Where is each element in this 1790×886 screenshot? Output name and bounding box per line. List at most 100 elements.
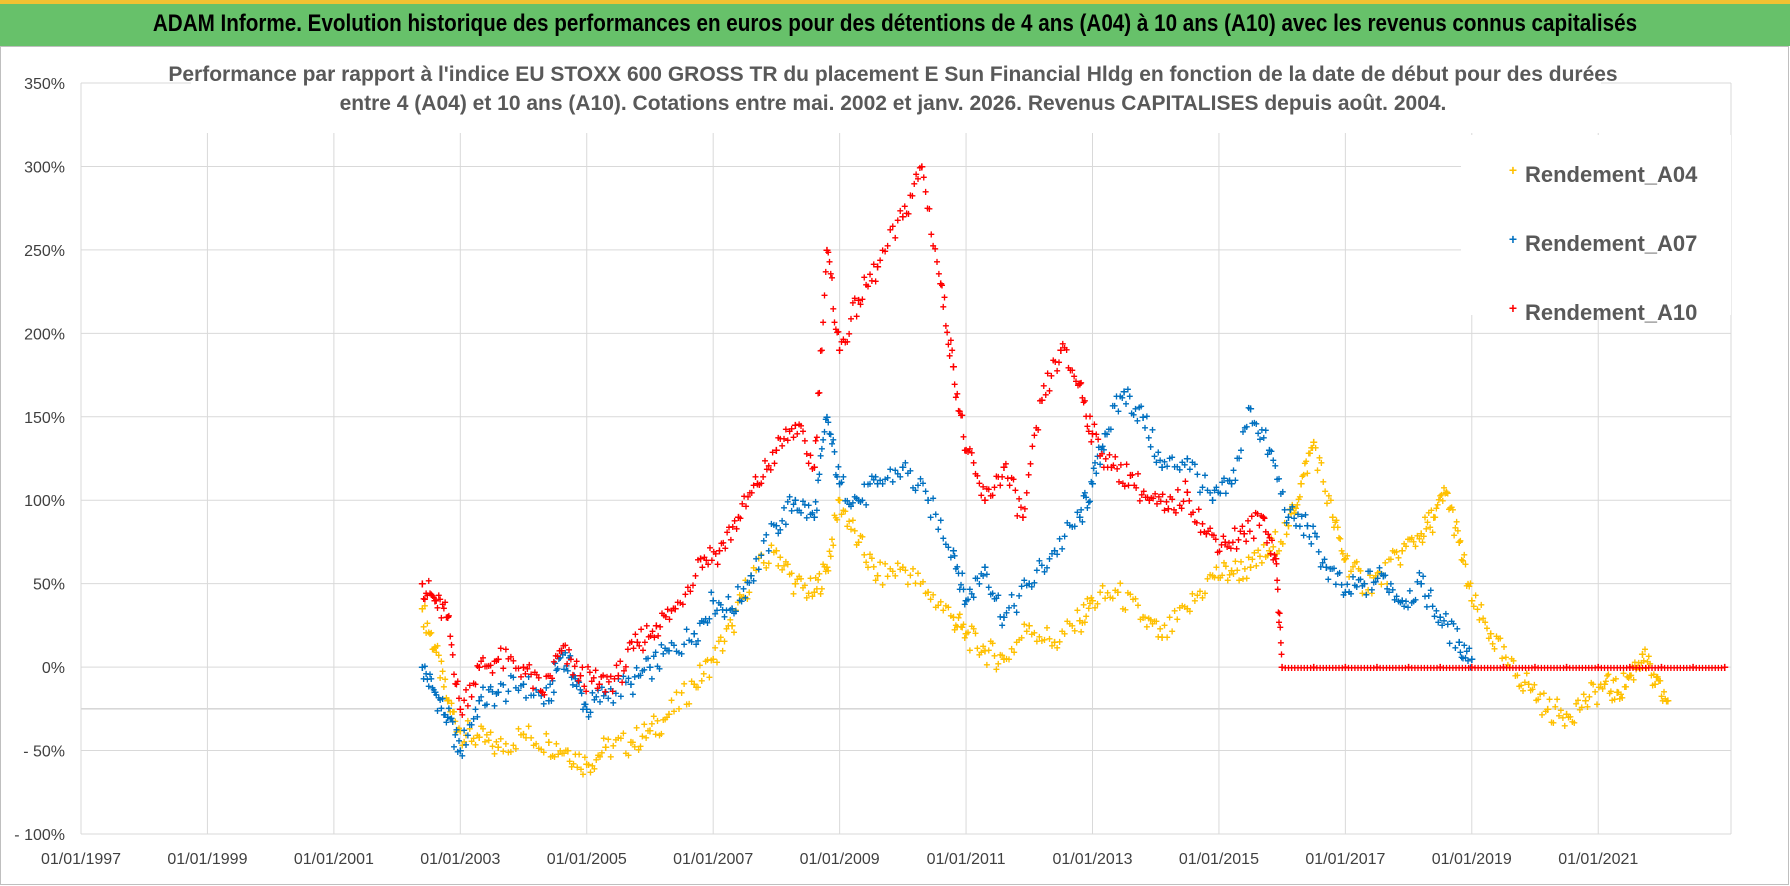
data-point-a07: +	[1348, 587, 1355, 601]
data-point-a04: +	[723, 622, 730, 636]
data-point-a04: +	[1516, 680, 1523, 694]
data-point-a10: +	[1197, 525, 1204, 539]
data-point-a10: +	[1326, 661, 1333, 675]
data-point-a10: +	[790, 430, 797, 444]
data-point-a04: +	[1621, 680, 1628, 694]
data-point-a10: +	[598, 670, 605, 684]
data-point-a04: +	[1050, 634, 1058, 650]
data-point-a10: +	[872, 275, 879, 289]
data-point-a10: +	[562, 638, 569, 652]
data-point-a07: +	[560, 663, 567, 677]
data-point-a04: +	[1398, 542, 1406, 558]
data-point-a04: +	[1213, 561, 1220, 575]
data-point-a10: +	[505, 652, 512, 666]
data-point-a04: +	[468, 734, 475, 748]
data-point-a10: +	[1601, 661, 1608, 675]
data-point-a04: +	[1537, 688, 1544, 702]
data-point-a04: +	[815, 573, 822, 587]
data-point-a04: +	[1412, 539, 1419, 553]
data-point-a07: +	[562, 646, 569, 660]
data-point-a07: +	[1391, 593, 1398, 607]
data-point-a07: +	[1097, 458, 1104, 472]
data-point-a04: +	[1183, 601, 1191, 617]
data-point-a07: +	[462, 738, 469, 752]
data-point-a04: +	[1437, 489, 1444, 503]
data-point-a04: +	[1607, 685, 1614, 699]
data-point-a04: +	[1310, 434, 1318, 450]
data-point-a10: +	[1421, 661, 1428, 675]
data-point-a10: +	[1142, 491, 1149, 505]
data-point-a10: +	[1434, 661, 1441, 675]
data-point-a07: +	[1467, 661, 1474, 675]
data-point-a10: +	[1161, 503, 1168, 517]
data-point-a07: +	[949, 542, 957, 558]
data-point-a10: +	[978, 488, 985, 502]
data-point-a04: +	[459, 739, 466, 753]
data-point-a10: +	[695, 553, 702, 567]
data-point-a04: +	[884, 570, 891, 584]
data-point-a07: +	[1245, 401, 1252, 415]
data-point-a04: +	[960, 617, 967, 631]
data-point-a07: +	[702, 612, 709, 626]
data-point-a07: +	[957, 578, 964, 592]
data-point-a10: +	[861, 271, 868, 285]
data-point-a10: +	[1163, 495, 1170, 509]
data-point-a04: +	[825, 564, 832, 578]
data-point-a07: +	[559, 648, 566, 662]
data-point-a04: +	[772, 542, 780, 558]
data-point-a07: +	[683, 622, 690, 636]
data-point-a07: +	[641, 663, 648, 677]
data-point-a04: +	[418, 601, 426, 617]
data-point-a07: +	[1101, 425, 1109, 441]
data-point-a07: +	[1153, 455, 1160, 469]
data-point-a10: +	[981, 492, 989, 508]
data-point-a04: +	[719, 644, 726, 658]
data-point-a07: +	[812, 495, 819, 509]
data-point-a10: +	[1339, 661, 1346, 675]
data-point-a07: +	[1277, 487, 1284, 501]
data-point-a04: +	[434, 639, 441, 653]
data-point-a04: +	[1623, 680, 1630, 694]
data-point-a10: +	[1052, 355, 1059, 369]
data-point-a10: +	[1088, 425, 1096, 441]
data-point-a10: +	[1148, 491, 1155, 505]
data-point-a10: +	[1538, 661, 1545, 675]
data-point-a07: +	[788, 504, 795, 518]
data-point-a10: +	[741, 489, 748, 503]
data-point-a10: +	[655, 629, 662, 643]
data-point-a10: +	[796, 417, 803, 431]
data-point-a04: +	[1099, 579, 1106, 593]
data-point-a10: +	[1667, 661, 1674, 675]
data-point-a04: +	[1462, 558, 1469, 572]
data-point-a07: +	[1387, 577, 1394, 591]
data-point-a10: +	[840, 333, 847, 347]
data-point-a10: +	[945, 337, 952, 351]
data-point-a10: +	[1091, 417, 1098, 431]
data-point-a10: +	[537, 684, 544, 698]
data-point-a07: +	[566, 651, 573, 665]
data-point-a04: +	[1504, 658, 1511, 672]
data-point-a07: +	[770, 518, 777, 532]
data-point-a07: +	[429, 681, 436, 695]
data-point-a10: +	[1468, 659, 1476, 675]
data-point-a07: +	[570, 667, 578, 683]
data-point-a10: +	[1133, 481, 1140, 495]
data-point-a07: +	[1466, 642, 1473, 656]
data-point-a04: +	[620, 726, 627, 740]
data-point-a04: +	[650, 709, 657, 723]
data-point-a04: +	[515, 722, 522, 736]
data-point-a04: +	[591, 762, 598, 776]
data-point-a07: +	[902, 456, 909, 470]
data-point-a10: +	[445, 609, 452, 623]
data-point-a10: +	[894, 214, 901, 228]
data-point-a04: +	[1487, 626, 1495, 642]
data-point-a04: +	[1580, 687, 1587, 701]
data-point-a07: +	[695, 634, 702, 648]
data-point-a07: +	[696, 616, 703, 630]
data-point-a10: +	[780, 432, 787, 446]
data-point-a07: +	[555, 652, 562, 666]
data-point-a07: +	[1410, 594, 1417, 608]
data-point-a04: +	[1232, 554, 1239, 568]
data-point-a07: +	[846, 497, 853, 511]
data-point-a07: +	[1332, 578, 1339, 592]
